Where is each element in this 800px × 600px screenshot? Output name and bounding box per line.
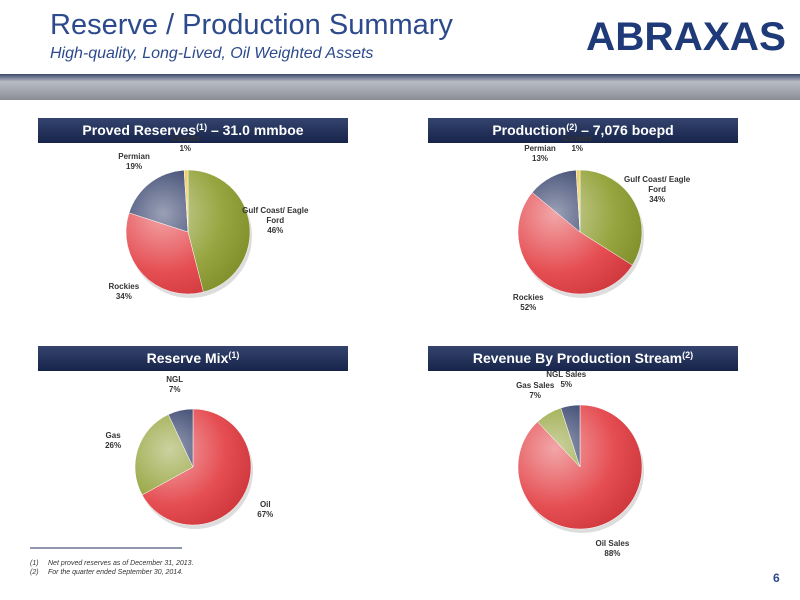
slice-value: 13% bbox=[532, 153, 549, 163]
chart-title-part: – 7,076 boepd bbox=[577, 122, 673, 138]
chart-title-part: Reserve Mix bbox=[147, 350, 229, 366]
slice-name: Oil bbox=[259, 499, 271, 509]
slice-value: 7% bbox=[529, 391, 541, 401]
slice-label: Oil 67% bbox=[227, 500, 303, 520]
chart-title-part: – 31.0 mmboe bbox=[207, 122, 304, 138]
slice-value: 34% bbox=[115, 292, 132, 302]
slice-value: 67% bbox=[257, 509, 274, 519]
chart-title: Reserve Mix(1) bbox=[147, 350, 240, 366]
slice-name: Gulf Coast/ Eagle Ford bbox=[242, 205, 309, 225]
slice-label: Permian 13% bbox=[502, 144, 578, 164]
slice-name: Permian bbox=[118, 152, 150, 162]
chart-title: Production(2) – 7,076 boepd bbox=[492, 122, 673, 138]
slice-value: 46% bbox=[267, 225, 284, 235]
title-bar bbox=[38, 346, 348, 371]
title-bar bbox=[428, 118, 738, 143]
slice-value: 7% bbox=[168, 385, 181, 395]
slice-label: Permian 19% bbox=[96, 152, 172, 172]
slice-label: Gulf Coast/ Eagle Ford 46% bbox=[237, 206, 313, 236]
slice-name: Canada bbox=[170, 134, 200, 144]
logo: ABRAXAS bbox=[586, 15, 786, 59]
footnote-text: For the quarter ended September 30, 2014… bbox=[48, 569, 183, 576]
slice-label: Gas 26% bbox=[75, 431, 151, 451]
page-number: 6 bbox=[773, 571, 780, 585]
slice-value: 34% bbox=[649, 194, 666, 204]
footnote-text: Net proved reserves as of December 31, 2… bbox=[48, 560, 194, 567]
chart-title: Revenue By Production Stream(2) bbox=[473, 350, 693, 366]
slice-value: 52% bbox=[520, 303, 537, 313]
slice-label: Gas Sales 7% bbox=[497, 381, 573, 401]
slice-label: NGL 7% bbox=[137, 375, 213, 395]
slice-label: Rockies 34% bbox=[86, 282, 162, 302]
title-bar bbox=[38, 118, 348, 143]
slice-name: Permian bbox=[524, 143, 556, 153]
slice-value: 1% bbox=[179, 144, 192, 154]
slice-value: 5% bbox=[560, 380, 572, 390]
slice-value: 88% bbox=[604, 548, 621, 558]
slice-label: Rockies 52% bbox=[490, 293, 566, 313]
slice-label: Canada 1% bbox=[539, 134, 615, 154]
slide-title: Reserve / Production Summary bbox=[50, 9, 453, 41]
chart-title-part: (2) bbox=[566, 122, 577, 132]
chart-title-part: Production bbox=[492, 122, 566, 138]
slice-value: 1% bbox=[571, 144, 584, 154]
chart-title-part: (1) bbox=[228, 350, 239, 360]
slice-name: Canada bbox=[562, 134, 592, 144]
slice-name: Gas bbox=[105, 431, 121, 441]
chart-title-part: (1) bbox=[196, 122, 207, 132]
slice-label: Gulf Coast/ Eagle Ford 34% bbox=[619, 175, 695, 205]
slice-name: Rockies bbox=[512, 293, 544, 303]
slice-label: Canada 1% bbox=[147, 134, 223, 154]
slice-value: 19% bbox=[126, 162, 143, 172]
chart-title-part: Revenue By Production Stream bbox=[473, 350, 682, 366]
footnote-marker: (1) bbox=[30, 560, 39, 567]
slice-name: NGL bbox=[166, 375, 184, 385]
slice-value: 26% bbox=[105, 441, 122, 451]
slice-name: Rockies bbox=[108, 282, 140, 292]
slice-name: NGL Sales bbox=[546, 370, 587, 380]
slice-name: Gulf Coast/ Eagle Ford bbox=[623, 174, 691, 194]
title-bar bbox=[428, 346, 738, 371]
slide-subtitle: High-quality, Long-Lived, Oil Weighted A… bbox=[50, 45, 373, 62]
slice-name: Gas Sales bbox=[516, 381, 555, 391]
chart-title: Proved Reserves(1) – 31.0 mmboe bbox=[82, 122, 303, 138]
header-band bbox=[0, 74, 800, 100]
chart-title-part: (2) bbox=[682, 350, 693, 360]
slice-name: Oil Sales bbox=[595, 538, 630, 548]
chart-title-part: Proved Reserves bbox=[82, 122, 196, 138]
slice-label: NGL Sales 5% bbox=[528, 370, 604, 390]
slice-label: Oil Sales 88% bbox=[574, 539, 650, 559]
footnote-marker: (2) bbox=[30, 569, 39, 576]
